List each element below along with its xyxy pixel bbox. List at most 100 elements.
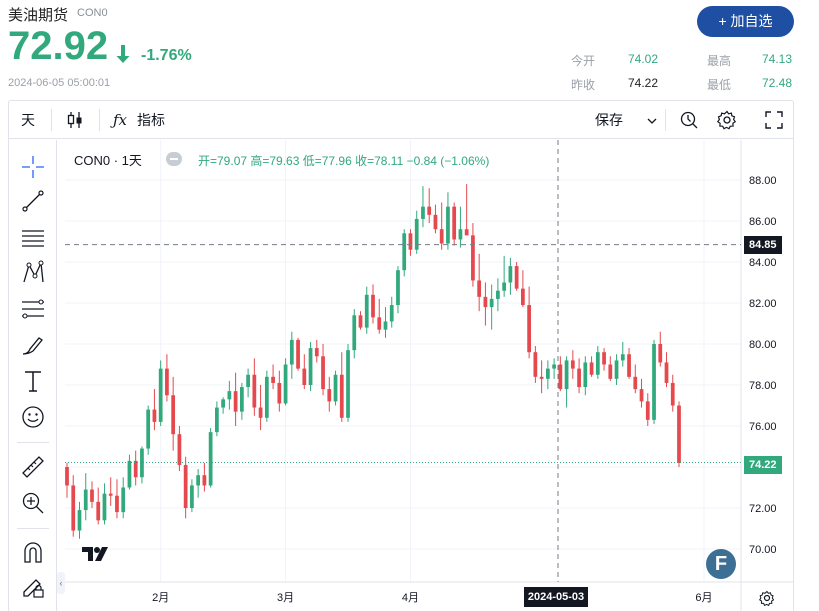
- candle-body: [177, 434, 182, 465]
- candle-body: [215, 407, 219, 433]
- candle-body: [433, 214, 438, 230]
- stat-label-low: 最低: [707, 78, 732, 92]
- fullscreen-icon[interactable]: [764, 110, 784, 130]
- y-tick-label: 86.00: [749, 216, 777, 228]
- tradingview-logo-icon[interactable]: [80, 543, 110, 567]
- candle-body: [233, 391, 238, 412]
- toolbar-divider: [51, 109, 52, 131]
- candle-body: [71, 485, 76, 531]
- instrument-code: CON0: [77, 7, 108, 19]
- legend-collapse-button[interactable]: [166, 152, 182, 166]
- emoji-icon[interactable]: [20, 404, 46, 430]
- legend-symbol: CON0 · 1天: [74, 153, 142, 168]
- crosshair-icon[interactable]: [20, 154, 46, 180]
- x-tick-label: 6月: [695, 592, 712, 604]
- chevron-down-icon[interactable]: [647, 117, 657, 125]
- candle-body: [608, 364, 613, 379]
- scale-settings-icon[interactable]: [759, 590, 775, 606]
- candle-body: [658, 344, 663, 363]
- candle-body: [396, 270, 400, 306]
- instrument-name: 美油期货: [8, 7, 69, 24]
- candle-body: [527, 305, 531, 353]
- toolbar-divider: [99, 109, 100, 131]
- candle-body: [471, 235, 475, 281]
- stat-label-high: 最高: [707, 54, 732, 68]
- change-percent: -1.76%: [141, 47, 192, 64]
- y-tick-label: 76.00: [749, 421, 777, 433]
- candle-body: [258, 407, 263, 418]
- candle-body: [152, 409, 157, 422]
- candle-body: [371, 294, 375, 318]
- toolbar-divider: [665, 109, 666, 131]
- candle-body: [602, 352, 606, 365]
- candle-body: [271, 376, 275, 383]
- f-badge-button[interactable]: F: [706, 549, 736, 579]
- brush-icon[interactable]: [20, 332, 46, 358]
- candle-body: [115, 495, 119, 513]
- magnet-icon[interactable]: [20, 540, 46, 566]
- indicators-button[interactable]: 指标: [137, 112, 165, 128]
- ruler-icon[interactable]: [20, 454, 46, 480]
- candle-body: [414, 218, 419, 250]
- y-tick-label: 84.00: [749, 257, 777, 269]
- candle-body: [289, 339, 294, 365]
- settings-gear-icon[interactable]: [717, 110, 737, 130]
- candle-body: [102, 493, 107, 521]
- candle-body: [327, 389, 332, 402]
- candle-body: [339, 374, 344, 418]
- candle-body: [183, 464, 188, 508]
- quote-timestamp: 2024-06-05 05:00:01: [8, 77, 111, 89]
- candle-body: [333, 374, 338, 402]
- candle-body: [564, 360, 569, 390]
- candle-body: [239, 387, 244, 412]
- candle-body: [364, 294, 369, 328]
- pattern-icon[interactable]: [20, 260, 46, 286]
- candle-body: [383, 321, 388, 330]
- interval-button[interactable]: 天: [21, 112, 35, 128]
- candle-body: [652, 344, 656, 420]
- candle-body: [477, 280, 482, 297]
- candle-body: [133, 460, 138, 478]
- parallel-lines-icon[interactable]: [20, 224, 46, 250]
- candle-body: [464, 229, 469, 236]
- candle-style-icon[interactable]: [66, 111, 84, 129]
- text-icon[interactable]: [20, 368, 46, 394]
- candle-body: [165, 368, 169, 396]
- collapse-toolbar-button[interactable]: ‹: [57, 572, 65, 594]
- candle-body: [83, 489, 88, 511]
- candle-body: [314, 348, 319, 357]
- add-watchlist-button[interactable]: + 加自选: [697, 6, 794, 37]
- candle-body: [664, 362, 669, 383]
- x-tick-label: 3月: [277, 592, 294, 604]
- candle-body: [627, 354, 631, 377]
- lock-drawings-icon[interactable]: [20, 574, 46, 600]
- chart-frame: [8, 100, 794, 611]
- candle-body: [639, 389, 644, 402]
- candle-body: [346, 350, 350, 418]
- candle-body: [452, 206, 457, 240]
- candle-body: [227, 391, 232, 400]
- save-button[interactable]: 保存: [595, 112, 623, 128]
- candle-body: [595, 352, 600, 375]
- y-tick-label: 80.00: [749, 339, 777, 351]
- candle-body: [90, 489, 94, 502]
- trendline-icon[interactable]: [20, 188, 46, 214]
- replay-icon[interactable]: [679, 110, 699, 130]
- y-tick-label: 82.00: [749, 298, 777, 310]
- candle-body: [446, 206, 450, 244]
- function-icon[interactable]: ƒx: [113, 111, 128, 129]
- candle-body: [645, 401, 650, 420]
- x-tick-label: 4月: [402, 592, 419, 604]
- zoom-in-icon[interactable]: [20, 490, 46, 516]
- fib-retracement-icon[interactable]: [20, 296, 46, 322]
- candle-body: [190, 485, 194, 508]
- candle-body: [545, 368, 550, 379]
- candle-body: [421, 206, 425, 219]
- candle-body: [77, 510, 82, 531]
- crosshair-date-tag: 2024-05-03: [524, 587, 588, 607]
- candle-body: [221, 399, 225, 408]
- stat-value-open: 74.02: [628, 52, 659, 66]
- candle-body: [296, 339, 300, 369]
